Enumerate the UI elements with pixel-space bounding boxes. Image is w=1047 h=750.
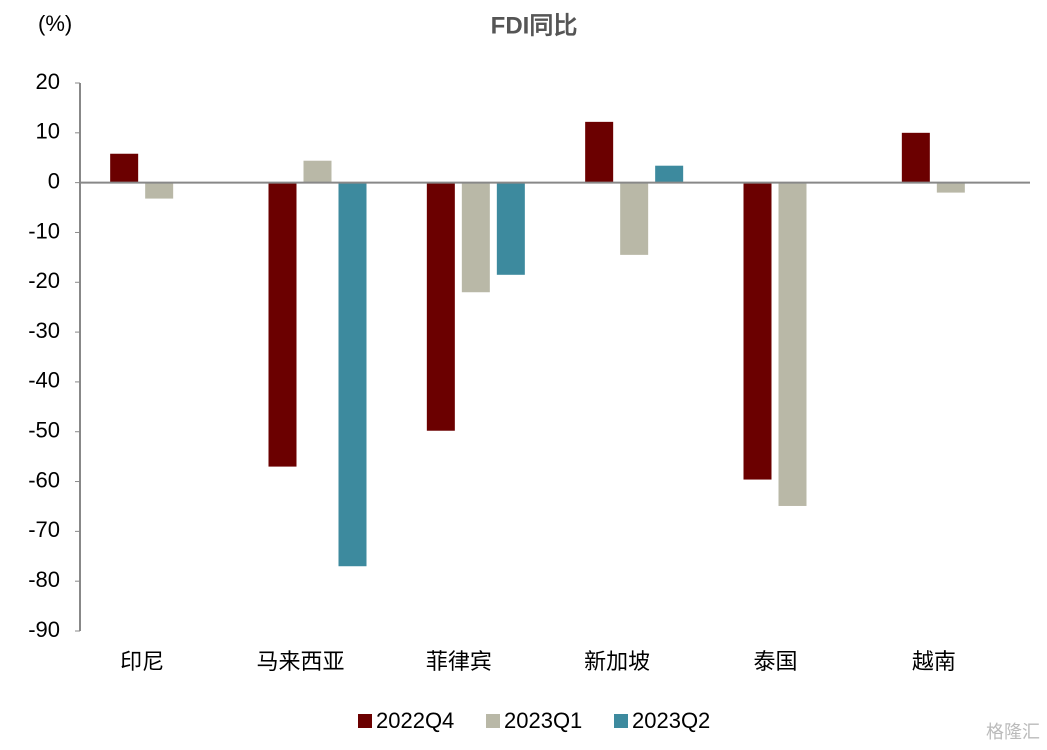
x-tick-label: 菲律宾 (426, 649, 492, 674)
bar (461, 182, 490, 293)
legend-label: 2023Q1 (504, 708, 582, 733)
y-tick-label: 20 (36, 69, 60, 94)
bar (743, 182, 772, 480)
bar (655, 165, 684, 183)
y-tick-label: -70 (28, 517, 60, 542)
legend-swatch (614, 714, 628, 728)
y-tick-label: -90 (28, 617, 60, 642)
bar (496, 182, 525, 275)
y-tick-label: -50 (28, 418, 60, 443)
bar (303, 160, 332, 183)
legend-label: 2023Q2 (632, 708, 710, 733)
bar (338, 182, 367, 567)
bar (778, 182, 807, 506)
bar (426, 182, 455, 431)
legend-swatch (486, 714, 500, 728)
chart-title: FDI同比 (491, 12, 578, 39)
y-tick-label: -30 (28, 318, 60, 343)
y-tick-label: -60 (28, 467, 60, 492)
bar (110, 153, 139, 183)
x-tick-label: 越南 (912, 649, 956, 674)
bar (145, 182, 174, 199)
y-tick-label: -80 (28, 567, 60, 592)
y-tick-label: -20 (28, 268, 60, 293)
x-tick-label: 印尼 (120, 649, 164, 674)
bar (936, 182, 965, 193)
watermark: 格隆汇 (986, 722, 1040, 742)
legend-label: 2022Q4 (376, 708, 454, 733)
x-tick-label: 马来西亚 (256, 649, 344, 674)
bar (268, 182, 297, 467)
bar (585, 121, 614, 183)
x-tick-label: 泰国 (753, 649, 797, 674)
y-tick-label: 0 (48, 168, 60, 193)
bar (901, 132, 930, 183)
y-tick-label: -10 (28, 218, 60, 243)
y-tick-label: 10 (36, 119, 60, 144)
legend-swatch (358, 714, 372, 728)
y-tick-label: -40 (28, 368, 60, 393)
bar (620, 182, 649, 255)
y-unit-label: (%) (38, 11, 72, 36)
x-tick-label: 新加坡 (584, 649, 650, 674)
